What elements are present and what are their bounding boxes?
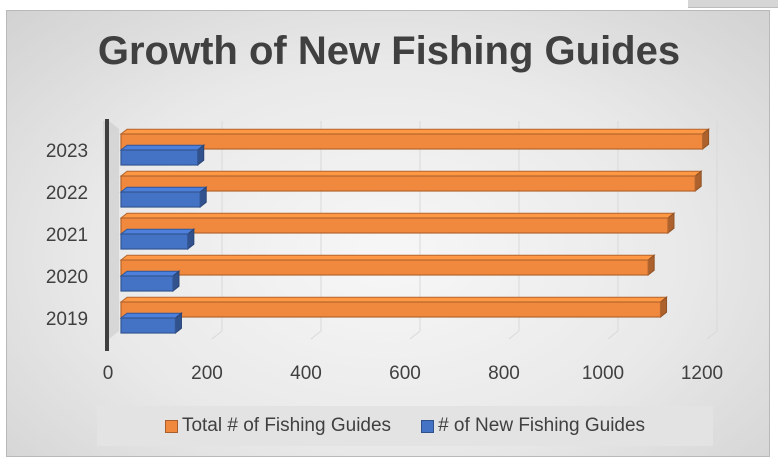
plot-area: 0 200 400 600 800 1000 1200 2019 2020 2021 2022 202… <box>7 11 770 457</box>
bar-total-top <box>121 297 667 302</box>
bar-new-2021 <box>121 234 188 249</box>
chart-area[interactable]: Growth of New Fishing Guides 0 200 400 600 8… <box>6 10 770 457</box>
legend-item-new[interactable]: # of New Fishing Guides <box>421 415 645 437</box>
x-tick-label: 800 <box>488 363 520 384</box>
y-tick-label: 2023 <box>46 141 88 162</box>
gridline-depth <box>212 331 222 339</box>
bar-total-2022 <box>121 176 695 191</box>
bar-new-top <box>121 187 206 192</box>
bar-new-2022 <box>121 192 200 207</box>
bar-total-2019 <box>121 302 661 317</box>
x-tick-label: 600 <box>389 363 421 384</box>
gridline-depth <box>410 331 420 339</box>
gridline-depth <box>707 331 717 339</box>
bar-total-2020 <box>121 260 648 275</box>
x-tick-label: 0 <box>103 363 114 384</box>
bar-new-top <box>121 229 194 234</box>
legend-label-new: # of New Fishing Guides <box>438 415 645 437</box>
x-tick-label: 1200 <box>681 363 723 384</box>
y-tick-label: 2022 <box>46 183 88 204</box>
x-tick-label: 1000 <box>582 363 624 384</box>
y-tick-label: 2019 <box>46 309 88 330</box>
bar-new-top <box>121 271 179 276</box>
bar-total-top <box>121 255 654 260</box>
bar-new-top <box>121 145 204 150</box>
legend-swatch-total <box>165 420 178 433</box>
bar-total-top <box>121 171 701 176</box>
gridline-depth <box>608 331 618 339</box>
legend-swatch-new <box>421 420 434 433</box>
legend[interactable]: Total # of Fishing Guides # of New Fishi… <box>97 406 713 446</box>
x-tick-label: 200 <box>191 363 223 384</box>
gridline-depth <box>509 331 519 339</box>
bar-total-top <box>121 213 674 218</box>
bar-total-2021 <box>121 218 668 233</box>
x-tick-label: 400 <box>290 363 322 384</box>
y-tick-label: 2020 <box>46 267 88 288</box>
bar-new-2019 <box>121 318 175 333</box>
bar-new-2020 <box>121 276 173 291</box>
bar-total-2023 <box>121 134 703 149</box>
bar-new-2023 <box>121 150 198 165</box>
y-tick-label: 2021 <box>46 225 88 246</box>
bar-new-top <box>121 313 181 318</box>
legend-label-total: Total # of Fishing Guides <box>182 415 391 437</box>
legend-item-total[interactable]: Total # of Fishing Guides <box>165 415 391 437</box>
bar-total-top <box>121 129 709 134</box>
window-corner-tab <box>688 0 778 8</box>
gridline-depth <box>311 331 321 339</box>
